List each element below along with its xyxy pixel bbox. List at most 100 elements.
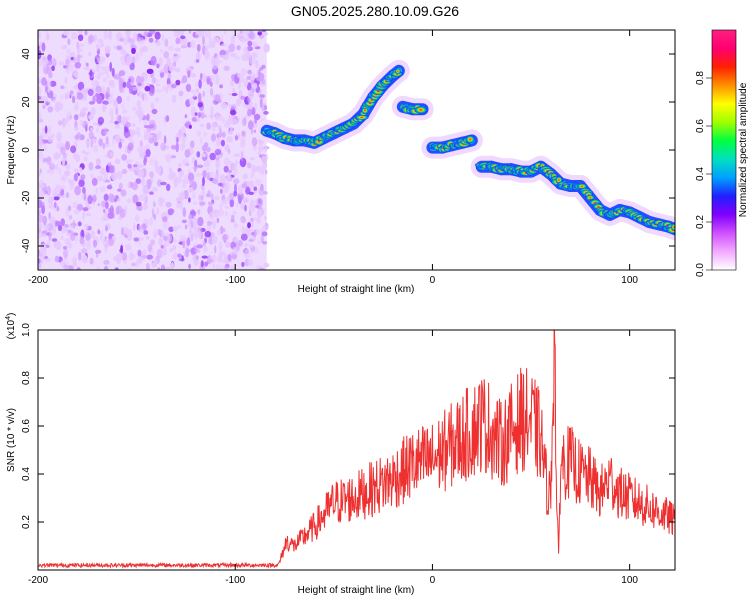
noise-speckle <box>122 108 128 115</box>
noise-speckle <box>84 151 90 156</box>
noise-speckle <box>187 219 191 228</box>
noise-speckle <box>158 57 163 67</box>
noise-speckle <box>169 247 173 253</box>
noise-speckle <box>65 141 70 151</box>
noise-speckle <box>57 138 62 142</box>
noise-speckle <box>103 209 106 213</box>
noise-speckle <box>89 257 94 265</box>
noise-speckle <box>160 181 167 186</box>
noise-speckle <box>159 71 165 78</box>
noise-speckle <box>88 131 94 140</box>
noise-speckle <box>115 133 121 144</box>
noise-speckle <box>69 224 75 229</box>
noise-speckle <box>167 83 171 88</box>
noise-speckle <box>82 207 89 212</box>
noise-speckle <box>165 153 172 163</box>
noise-speckle <box>51 65 55 72</box>
snr-ytick-label: 0.4 <box>21 467 32 481</box>
noise-speckle <box>69 180 74 191</box>
noise-speckle <box>259 187 265 196</box>
noise-speckle <box>92 194 97 203</box>
noise-speckle <box>102 85 106 96</box>
noise-speckle <box>248 234 255 240</box>
noise-speckle <box>183 189 189 200</box>
noise-speckle <box>243 46 249 56</box>
noise-speckle <box>240 152 244 162</box>
noise-speckle <box>204 30 212 38</box>
noise-speckle <box>250 127 254 135</box>
noise-speckle <box>192 256 197 260</box>
noise-speckle <box>149 217 154 226</box>
noise-speckle <box>121 138 125 143</box>
noise-speckle <box>200 112 205 119</box>
noise-speckle <box>178 90 184 97</box>
noise-speckle <box>72 256 78 265</box>
noise-speckle <box>49 216 56 225</box>
noise-speckle <box>38 96 42 100</box>
noise-speckle <box>122 81 127 88</box>
noise-speckle <box>91 177 98 186</box>
noise-speckle <box>137 82 142 87</box>
noise-speckle <box>236 45 241 51</box>
noise-speckle <box>256 199 262 204</box>
noise-speckle <box>234 135 239 141</box>
noise-speckle <box>228 104 232 108</box>
noise-speckle <box>210 106 214 113</box>
noise-speckle <box>194 233 198 241</box>
noise-speckle <box>104 141 110 148</box>
noise-speckle <box>265 169 268 175</box>
noise-speckle <box>116 115 121 122</box>
noise-speckle <box>253 113 261 121</box>
noise-speckle <box>110 171 118 181</box>
noise-speckle <box>169 167 172 173</box>
noise-speckle <box>109 107 114 117</box>
noise-speckle <box>209 152 216 161</box>
noise-speckle <box>95 85 102 93</box>
noise-speckle <box>126 198 132 204</box>
noise-speckle <box>60 94 64 101</box>
noise-speckle <box>146 267 150 270</box>
noise-speckle <box>97 94 102 99</box>
noise-speckle <box>38 87 42 96</box>
noise-speckle <box>45 244 50 248</box>
noise-speckle <box>131 182 139 191</box>
noise-speckle <box>197 92 202 103</box>
noise-speckle <box>56 132 62 141</box>
noise-speckle <box>165 266 172 270</box>
noise-speckle <box>153 159 159 168</box>
noise-speckle <box>63 264 69 270</box>
noise-speckle <box>163 235 168 241</box>
noise-speckle <box>44 125 48 134</box>
snr-xtick-label: -100 <box>225 575 245 586</box>
noise-speckle <box>192 201 198 205</box>
noise-speckle <box>41 233 46 238</box>
noise-speckle <box>119 56 125 62</box>
noise-speckle <box>124 243 132 251</box>
noise-speckle <box>90 173 94 179</box>
noise-speckle <box>240 215 246 223</box>
noise-speckle <box>47 135 53 140</box>
noise-speckle <box>127 163 132 169</box>
noise-speckle <box>224 205 230 209</box>
noise-speckle <box>253 217 258 221</box>
noise-speckle <box>56 101 64 111</box>
noise-speckle <box>206 122 212 130</box>
noise-speckle <box>131 123 136 127</box>
noise-speckle <box>40 131 47 138</box>
noise-speckle <box>145 262 150 270</box>
noise-speckle <box>103 259 110 265</box>
noise-speckle <box>137 107 143 111</box>
noise-speckle <box>233 164 237 172</box>
heatmap-ytick-label: -40 <box>21 238 32 253</box>
noise-speckle <box>145 235 150 240</box>
noise-speckle <box>211 111 214 119</box>
noise-speckle <box>79 120 84 126</box>
noise-speckle <box>45 66 52 74</box>
noise-speckle <box>229 265 236 270</box>
noise-speckle <box>251 164 257 174</box>
noise-speckle <box>247 40 253 47</box>
noise-speckle <box>135 127 141 131</box>
noise-speckle <box>154 31 161 40</box>
noise-speckle <box>232 211 237 215</box>
noise-speckle <box>157 267 161 270</box>
